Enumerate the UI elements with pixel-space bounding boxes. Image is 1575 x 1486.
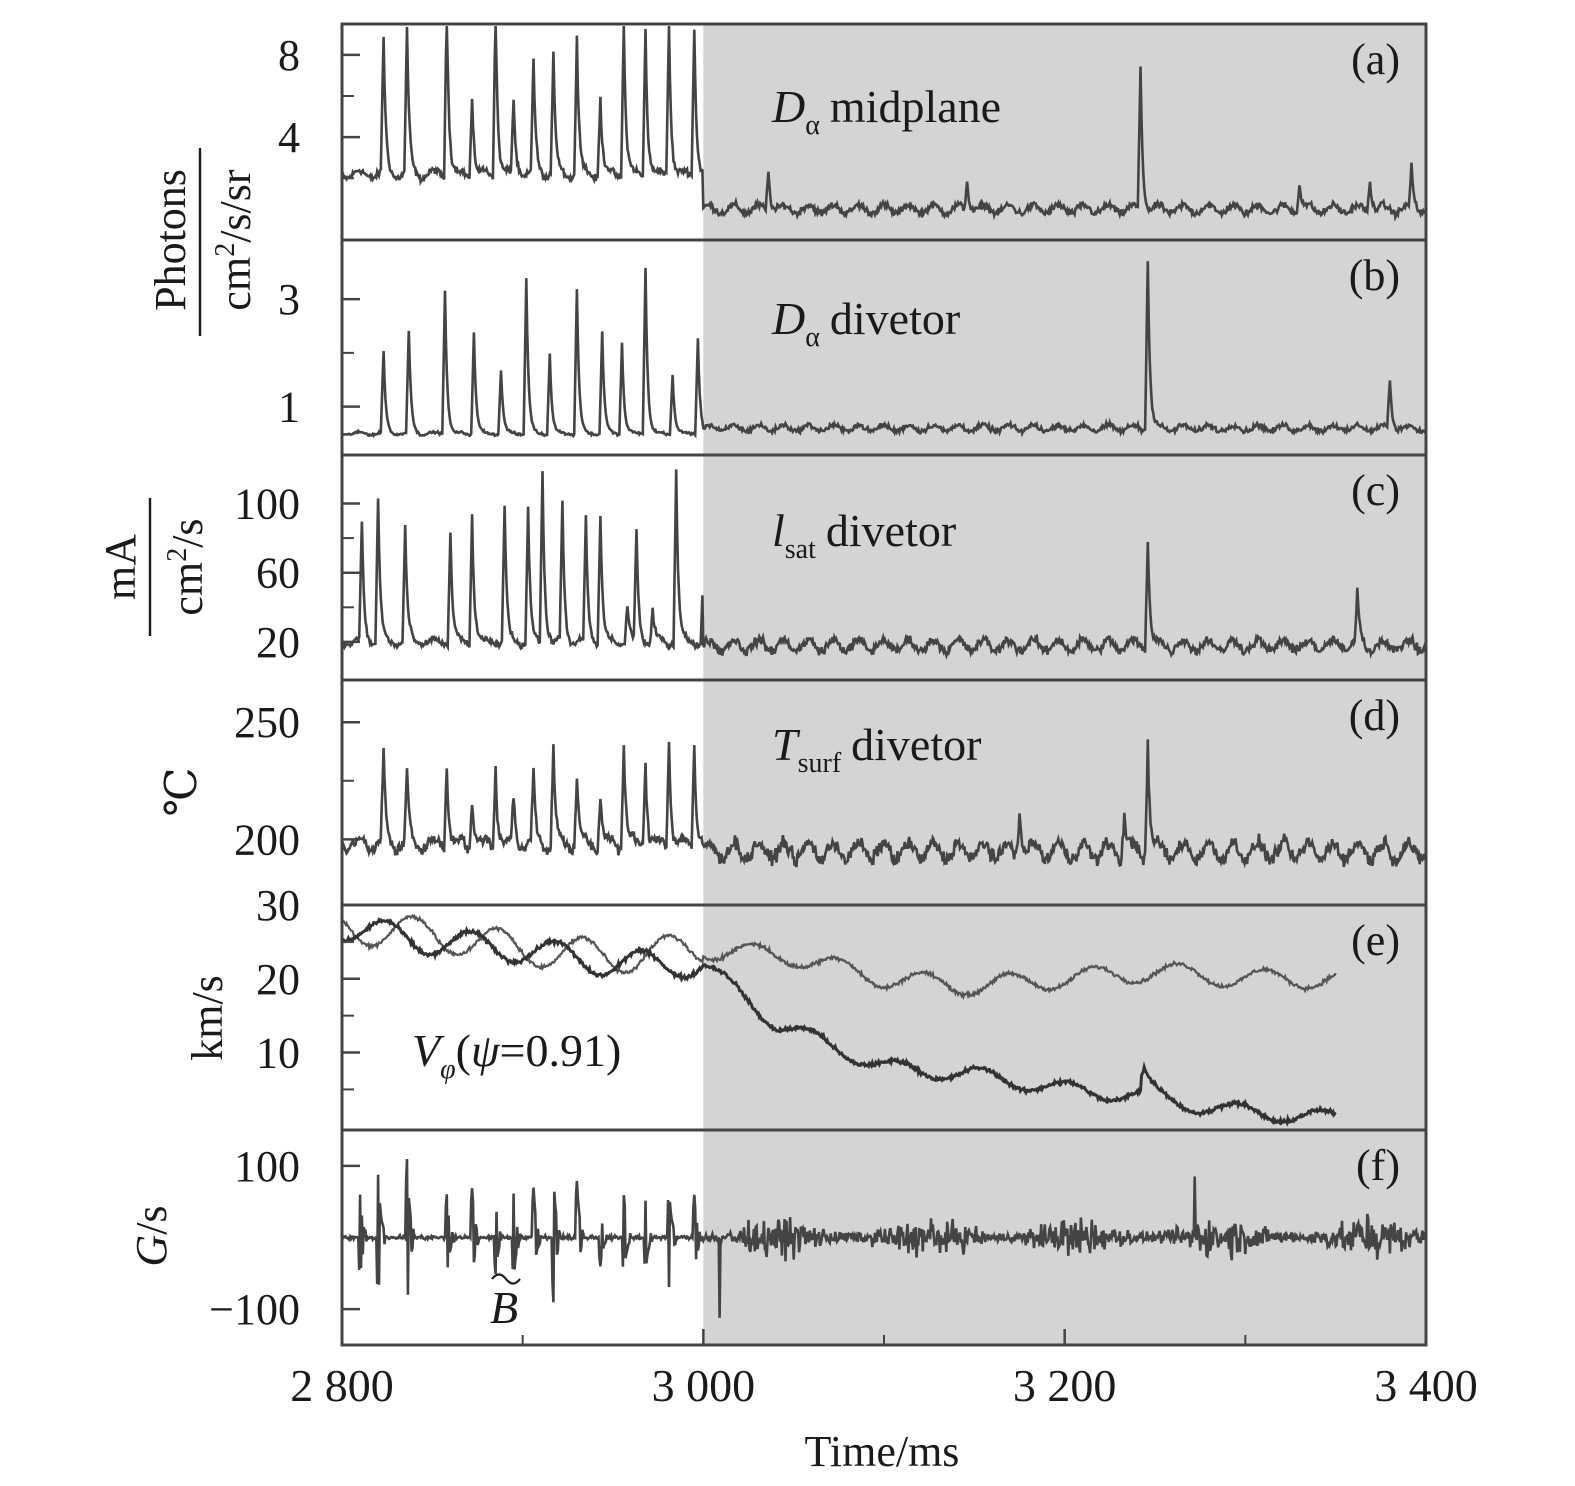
x-tick-label: 3 000 xyxy=(652,1360,756,1411)
ylabel-ma-den-base: cm xyxy=(163,562,212,616)
panel-f-label-b: B xyxy=(490,1282,518,1333)
panel-b-label: Dα divetor xyxy=(771,293,960,353)
panel-e-label-psi: ψ xyxy=(471,1025,501,1076)
panel-e-label-main: V xyxy=(412,1025,445,1076)
panel-c-trace xyxy=(341,469,1428,660)
panel-d-ytick-label: 250 xyxy=(234,698,300,747)
panel-b-label-main: D xyxy=(771,293,805,344)
panel-d-trace xyxy=(340,739,1428,869)
ylabel-photons-denominator: cm2/s/sr xyxy=(210,169,260,310)
x-axis: 2 800 3 000 3 200 3 400 xyxy=(290,1329,1478,1411)
panel-b-label-rest: divetor xyxy=(830,293,960,344)
panel-b-letter: (b) xyxy=(1349,251,1400,300)
panel-f-letter: (f) xyxy=(1356,1141,1400,1190)
panel-e-ytick-label: 30 xyxy=(256,881,300,930)
ylabel-photons-numerator: Photons xyxy=(146,169,195,311)
panel-a: 8 4 (a) Dα midplane xyxy=(278,22,1428,242)
ylabel-ma-denominator: cm2/s xyxy=(162,518,212,615)
panel-e-letter: (e) xyxy=(1351,916,1400,965)
panel-d-ytick-label: 200 xyxy=(234,815,300,864)
x-tick-label: 3 400 xyxy=(1374,1360,1478,1411)
panel-b: 3 1 (b) Dα divetor xyxy=(278,238,1428,457)
panel-c-label-sub: sat xyxy=(785,534,816,565)
panel-d-label: Tsurf divetor xyxy=(772,719,981,779)
panel-b-trace xyxy=(340,261,1428,439)
panel-f-ytick-label: 100 xyxy=(234,1142,300,1191)
ylabel-photons-den-base: cm xyxy=(211,257,260,311)
ylabel-photons-den-sup: 2 xyxy=(210,243,241,257)
panel-d-label-rest: divetor xyxy=(851,719,981,770)
panel-d-label-sub: surf xyxy=(798,748,842,779)
ylabel-ma-den-sup: 2 xyxy=(162,548,193,562)
panel-d-shaded-region xyxy=(703,680,1426,905)
panel-f-trace xyxy=(341,1159,1427,1318)
panel-c-label: lsat divetor xyxy=(772,505,956,565)
x-axis-title: Time/ms xyxy=(805,1427,960,1476)
panel-f-label-tilde xyxy=(491,1273,521,1285)
panel-b-ytick-label: 3 xyxy=(278,275,300,324)
panel-d: 250 200 (d) Tsurf divetor xyxy=(234,678,1428,907)
y-axis-label-ma: mA cm2/s xyxy=(96,498,212,636)
panel-e-label-sub: φ xyxy=(440,1054,456,1085)
ylabel-ma-den-rest: /s xyxy=(163,518,212,547)
panel-b-ytick-label: 1 xyxy=(278,383,300,432)
panel-c-letter: (c) xyxy=(1351,466,1400,515)
panel-d-letter: (d) xyxy=(1349,691,1400,740)
panel-a-letter: (a) xyxy=(1351,35,1400,84)
panel-e-label-paren: ( xyxy=(456,1025,471,1076)
y-axis-label-celsius: ℃ xyxy=(157,767,206,816)
panel-b-shaded-region xyxy=(703,240,1426,455)
panel-b-label-sub: α xyxy=(805,322,820,353)
panel-c-label-rest: divetor xyxy=(826,505,956,556)
y-axis-label-photons: Photons cm2/s/sr xyxy=(146,148,260,336)
panel-a-label-sub: α xyxy=(805,110,820,141)
panel-e-label: Vφ(ψ=0.91) xyxy=(412,1025,621,1085)
panel-e-ytick-label: 10 xyxy=(256,1029,300,1078)
ylabel-photons-den-rest: /s/sr xyxy=(211,169,260,243)
panel-a-label-rest: midplane xyxy=(830,81,1001,132)
panel-a-ytick-label: 4 xyxy=(278,113,300,162)
panel-e-shaded-region xyxy=(703,905,1426,1130)
panel-c-ytick-label: 20 xyxy=(256,618,300,667)
panel-c-label-main: l xyxy=(772,505,785,556)
panel-f: 100 −100 (f) B xyxy=(209,1128,1428,1347)
panel-a-label: Dα midplane xyxy=(771,81,1001,141)
x-tick-label: 3 200 xyxy=(1013,1360,1117,1411)
ylabel-ma-numerator: mA xyxy=(96,534,145,600)
y-axis-label-kms: km/s xyxy=(183,975,232,1061)
ylabel-gs-rest: /s xyxy=(127,1205,176,1234)
panel-e-trace-2 xyxy=(342,916,1337,1127)
panel-e: 30 20 10 (e) Vφ(ψ=0.91) xyxy=(256,881,1428,1132)
x-tick-label: 2 800 xyxy=(290,1360,394,1411)
panel-d-label-main: T xyxy=(772,719,801,770)
ylabel-gs-italic: G xyxy=(127,1235,176,1267)
panel-a-trace xyxy=(340,25,1428,222)
panel-c-ytick-label: 100 xyxy=(234,479,300,528)
panel-e-trace-1 xyxy=(341,913,1337,1001)
panel-f-ytick-label: −100 xyxy=(209,1285,300,1334)
panel-c: 100 60 20 (c) lsat divetor xyxy=(234,453,1428,682)
panel-a-ytick-label: 8 xyxy=(278,31,300,80)
panel-e-label-value: =0.91) xyxy=(500,1025,622,1076)
panel-a-label-main: D xyxy=(771,81,805,132)
y-axis-label-gs: G/s xyxy=(127,1205,176,1266)
panel-c-ytick-label: 60 xyxy=(256,549,300,598)
panels-group: 8 4 (a) Dα midplane 3 1 (b) Dα divetor 100 60 20 (c) l… xyxy=(209,22,1428,1347)
panel-e-ytick-label: 20 xyxy=(256,955,300,1004)
panel-e-label-rest: (ψ=0.91) xyxy=(456,1025,622,1076)
